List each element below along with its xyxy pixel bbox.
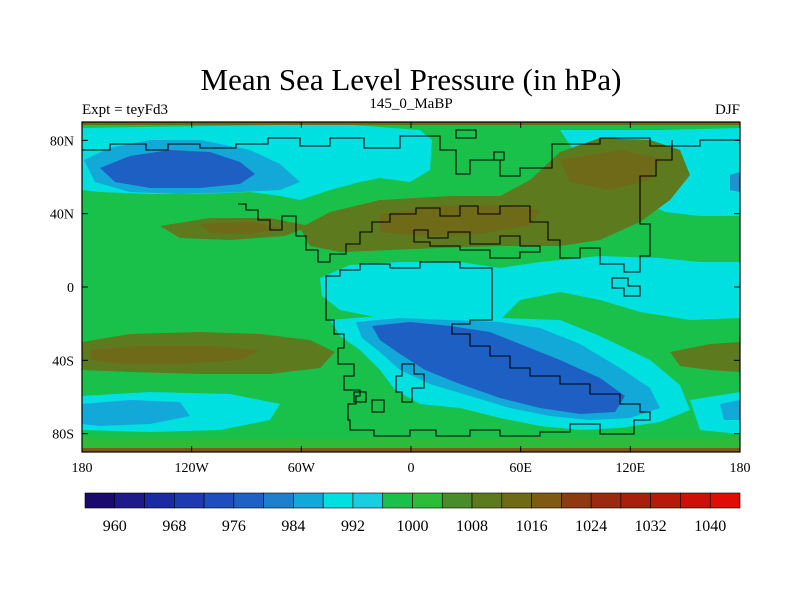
colorbar-label: 1032 [635, 518, 667, 535]
colorbar-swatch [263, 492, 294, 509]
colorbar-swatch [203, 492, 235, 509]
pressure-map [82, 122, 740, 452]
x-tick-label: 0 [408, 461, 415, 476]
colorbar-swatch [144, 492, 175, 509]
colorbar-label: 1008 [456, 518, 488, 535]
contour-blue-north-pacific [100, 150, 255, 188]
contour-brown-south [90, 346, 260, 364]
x-tick-label: 120E [616, 461, 646, 476]
y-tick-label: 0 [67, 281, 74, 296]
colorbar-swatch [114, 492, 145, 509]
contour-blue-south [372, 322, 625, 414]
colorbar-swatch [650, 492, 681, 509]
y-tick-label: 80S [52, 428, 74, 443]
colorbar-swatch [293, 492, 324, 509]
contour-lightblue-southern-ocean-east [720, 400, 740, 420]
colorbar-swatch [441, 492, 473, 509]
colorbar-label: 968 [162, 518, 186, 535]
colorbar-swatch [322, 492, 354, 509]
contour-teal-east-edge [730, 172, 740, 192]
colorbar-label: 984 [281, 518, 305, 535]
south-polar-band [82, 438, 740, 448]
colorbar-label: 1000 [397, 518, 429, 535]
x-tick-label: 60E [509, 461, 532, 476]
colorbar-swatch [174, 492, 205, 509]
season-label: DJF [715, 102, 740, 118]
y-tick-label: 40S [52, 354, 74, 369]
colorbar-swatch [501, 492, 532, 509]
colorbar-label: 992 [341, 518, 365, 535]
colorbar-swatch [233, 492, 264, 509]
x-tick-label: 180 [730, 461, 751, 476]
colorbar: 960 968 976 984 992 1000 1008 1016 1024 1032 1040 [84, 492, 741, 535]
x-tick-label: 120W [175, 461, 210, 476]
x-tick-label: 60W [288, 461, 316, 476]
colorbar-swatch [352, 492, 384, 509]
colorbar-swatch [680, 492, 711, 509]
x-axis: 180 120W 60W 0 60E 120E 180 [72, 122, 751, 476]
colorbar-swatch [590, 492, 622, 509]
time-period-label: 145_0_MaBP [369, 96, 452, 112]
colorbar-swatch [620, 492, 651, 509]
experiment-label: Expt = teyFd3 [82, 102, 168, 118]
colorbar-label: 1016 [516, 518, 548, 535]
colorbar-swatch [84, 492, 116, 509]
contour-lightblue-southern-ocean [82, 400, 190, 426]
colorbar-swatch [709, 492, 741, 509]
y-tick-label: 80N [50, 134, 74, 149]
colorbar-label: 1040 [694, 518, 726, 535]
colorbar-label: 960 [103, 518, 127, 535]
y-axis: 80N 40N 0 40S 80S [50, 134, 740, 443]
y-tick-label: 40N [50, 208, 74, 223]
colorbar-swatch [471, 492, 503, 509]
colorbar-swatch [531, 492, 562, 509]
chart-title: Mean Sea Level Pressure (in hPa) [201, 62, 622, 97]
continent-outlines [82, 129, 740, 437]
colorbar-label: 1024 [575, 518, 607, 535]
colorbar-swatch [412, 492, 443, 509]
colorbar-swatch [382, 492, 413, 509]
colorbar-swatch [561, 492, 592, 509]
x-tick-label: 180 [72, 461, 93, 476]
colorbar-label: 976 [222, 518, 246, 535]
